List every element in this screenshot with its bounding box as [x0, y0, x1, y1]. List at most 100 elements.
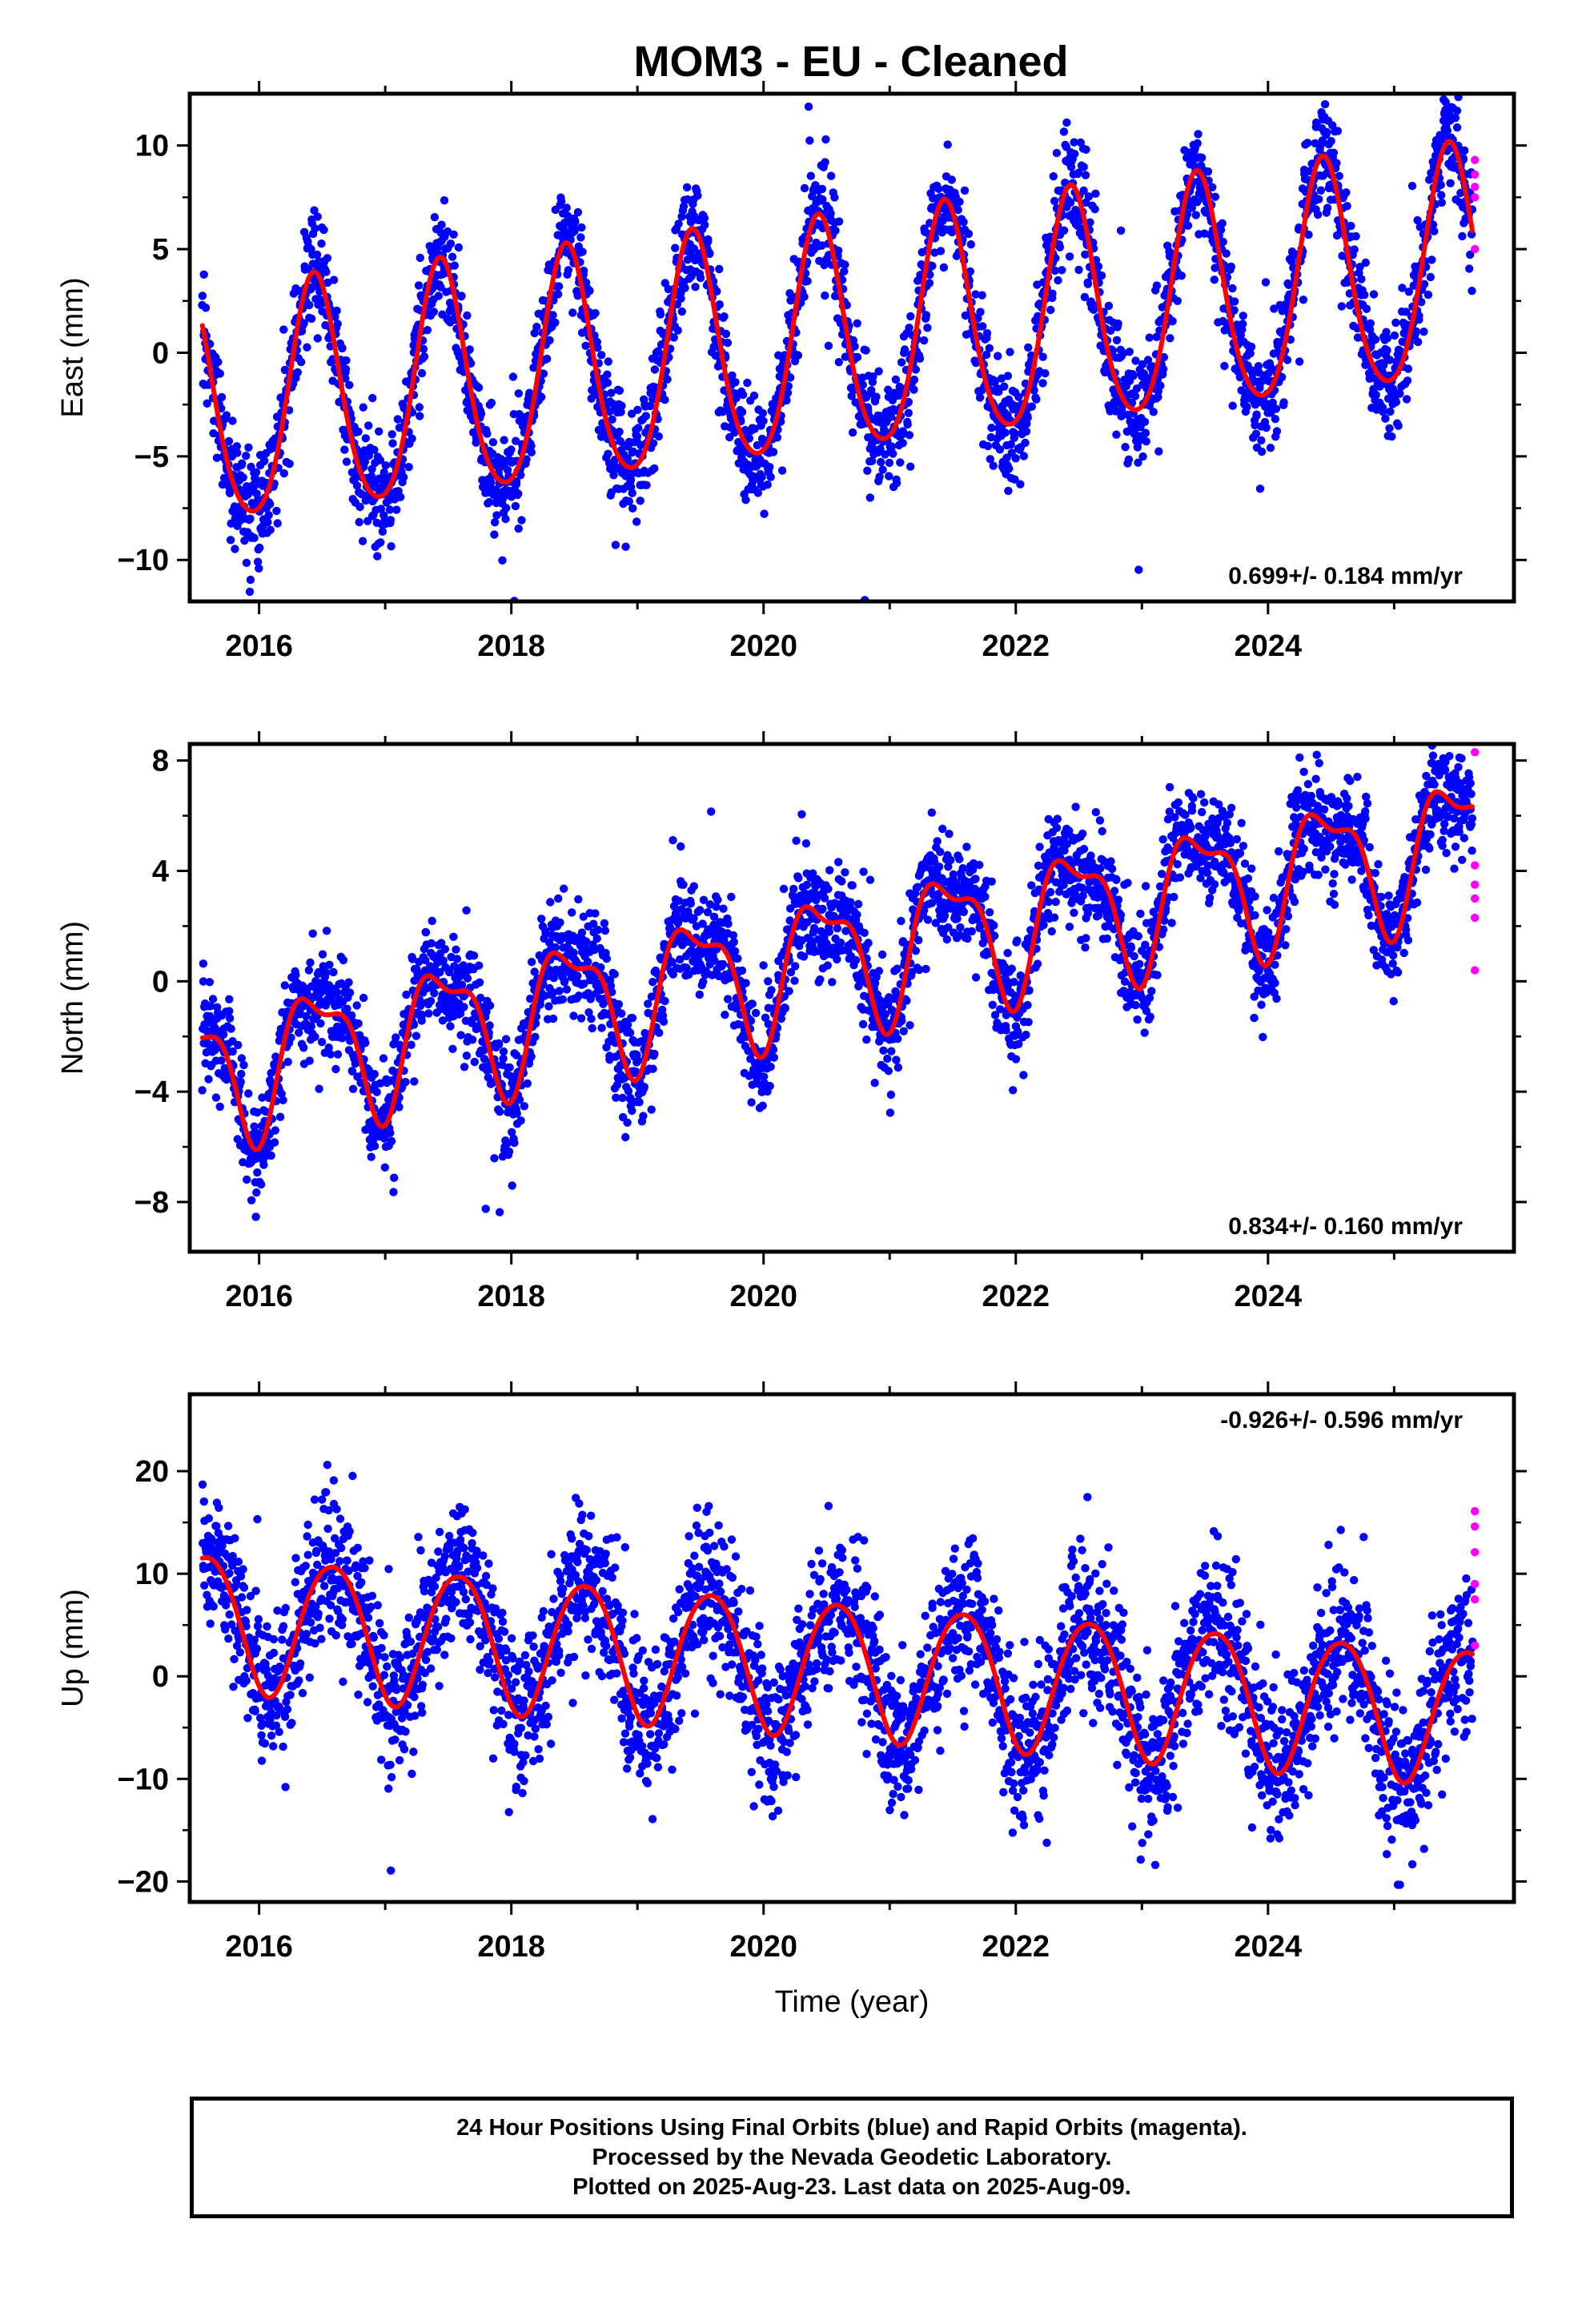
- final-orbit-point: [1006, 348, 1014, 356]
- final-orbit-point: [909, 376, 919, 384]
- final-orbit-point: [1451, 80, 1459, 88]
- final-orbit-point: [264, 511, 273, 520]
- final-orbit-point: [252, 1188, 261, 1197]
- final-orbit-point: [310, 206, 319, 215]
- final-orbit-point: [303, 343, 311, 352]
- final-orbit-point: [198, 292, 207, 300]
- final-orbit-point: [765, 463, 774, 472]
- final-orbit-point: [830, 193, 839, 202]
- final-orbit-point: [1383, 334, 1392, 343]
- final-orbit-point: [818, 904, 827, 914]
- final-orbit-point: [1333, 127, 1343, 135]
- final-orbit-point: [605, 407, 614, 416]
- final-orbit-point: [966, 240, 976, 249]
- final-orbit-point: [636, 497, 644, 505]
- final-orbit-point: [495, 1040, 504, 1049]
- final-orbit-point: [574, 895, 583, 904]
- final-orbit-point: [749, 391, 759, 400]
- final-orbit-point: [367, 464, 376, 473]
- final-orbit-point: [1323, 203, 1332, 212]
- final-orbit-point: [501, 1035, 511, 1043]
- final-orbit-point: [354, 427, 363, 436]
- final-orbit-point: [1066, 198, 1075, 207]
- final-orbit-point: [1332, 159, 1341, 167]
- final-orbit-point: [463, 311, 472, 320]
- final-orbit-point: [476, 993, 485, 1003]
- final-orbit-point: [1070, 150, 1079, 159]
- final-orbit-point: [614, 999, 624, 1009]
- final-orbit-point: [1396, 347, 1405, 356]
- final-orbit-point: [440, 196, 449, 205]
- final-orbit-point: [250, 533, 259, 542]
- final-orbit-point: [323, 278, 332, 287]
- final-orbit-point: [612, 1080, 622, 1089]
- final-orbit-point: [303, 264, 312, 274]
- final-orbit-point: [1279, 398, 1288, 407]
- final-orbit-point: [897, 358, 906, 367]
- final-orbit-point: [868, 456, 877, 465]
- final-orbit-point: [291, 971, 300, 979]
- final-orbit-point: [1452, 107, 1462, 115]
- final-orbit-point: [238, 459, 247, 468]
- final-orbit-point: [600, 919, 609, 928]
- final-orbit-point: [316, 1019, 325, 1028]
- final-orbit-point: [579, 266, 588, 275]
- final-orbit-point: [689, 244, 699, 253]
- final-orbit-point: [537, 392, 546, 401]
- final-orbit-point: [966, 267, 975, 276]
- final-orbit-point: [741, 496, 750, 505]
- final-orbit-point: [312, 250, 322, 259]
- final-orbit-point: [705, 249, 714, 259]
- final-orbit-point: [863, 466, 872, 475]
- final-orbit-point: [634, 424, 643, 432]
- final-orbit-point: [1211, 192, 1220, 201]
- final-orbit-point: [1427, 255, 1436, 264]
- final-orbit-point: [982, 329, 992, 338]
- final-orbit-point: [1284, 280, 1293, 289]
- final-orbit-point: [370, 1070, 379, 1079]
- final-orbit-point: [275, 1112, 285, 1121]
- final-orbit-point: [539, 369, 548, 378]
- final-orbit-point: [1419, 279, 1429, 288]
- final-orbit-point: [452, 955, 462, 963]
- final-orbit-point: [379, 1054, 388, 1063]
- final-orbit-point: [718, 959, 728, 969]
- final-orbit-point: [348, 1084, 358, 1094]
- final-orbit-point: [388, 439, 397, 448]
- final-orbit-point: [399, 472, 408, 481]
- final-orbit-point: [251, 1212, 260, 1221]
- final-orbit-point: [367, 1152, 375, 1161]
- final-orbit-point: [1070, 138, 1078, 147]
- final-orbit-point: [250, 1122, 259, 1131]
- final-orbit-point: [777, 466, 787, 475]
- final-orbit-point: [395, 1103, 404, 1112]
- final-orbit-point: [1255, 485, 1265, 493]
- final-orbit-point: [1024, 343, 1033, 352]
- final-orbit-point: [419, 344, 428, 353]
- final-orbit-point: [347, 1011, 356, 1020]
- final-orbit-point: [821, 135, 830, 144]
- final-orbit-point: [352, 1001, 361, 1010]
- final-orbit-point: [423, 326, 432, 335]
- final-orbit-point: [818, 195, 827, 204]
- final-orbit-point: [609, 471, 618, 480]
- final-orbit-point: [974, 314, 982, 323]
- final-orbit-point: [877, 457, 885, 467]
- final-orbit-point: [457, 292, 466, 300]
- final-orbit-point: [985, 344, 994, 352]
- final-orbit-point: [624, 1087, 633, 1096]
- final-orbit-point: [1403, 364, 1413, 373]
- final-orbit-point: [621, 1132, 630, 1142]
- final-orbit-point: [354, 1019, 363, 1028]
- final-orbit-point: [831, 226, 840, 235]
- final-orbit-point: [939, 263, 949, 272]
- final-orbit-point: [584, 957, 592, 967]
- final-orbit-point: [537, 915, 546, 923]
- final-orbit-point: [898, 439, 907, 448]
- final-orbit-point: [469, 951, 479, 960]
- final-orbit-point: [351, 1059, 359, 1068]
- final-orbit-point: [1371, 335, 1380, 344]
- final-orbit-point: [370, 1141, 379, 1151]
- final-orbit-point: [1386, 407, 1395, 416]
- final-orbit-point: [1426, 272, 1435, 282]
